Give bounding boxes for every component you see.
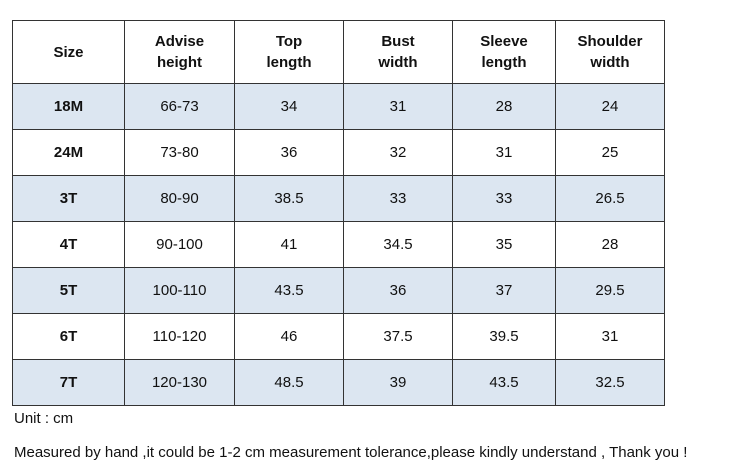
header-row: Size Advise height Top length Bust width Sleeve… xyxy=(12,20,665,84)
value-cell: 66-73 xyxy=(124,83,235,130)
value-cell: 33 xyxy=(452,175,556,222)
header-text: width xyxy=(378,54,418,71)
table-row: 24M 73-80 36 32 31 25 xyxy=(12,129,665,176)
value-cell: 24 xyxy=(555,83,665,130)
header-text: Top xyxy=(275,33,303,50)
size-cell: 6T xyxy=(12,313,125,360)
value-cell: 37 xyxy=(452,267,556,314)
header-text: height xyxy=(157,54,202,71)
value-cell: 36 xyxy=(343,267,453,314)
header-text: width xyxy=(590,54,630,71)
value-cell: 48.5 xyxy=(234,359,344,406)
value-cell: 34.5 xyxy=(343,221,453,268)
value-cell: 31 xyxy=(555,313,665,360)
value-cell: 33 xyxy=(343,175,453,222)
value-cell: 41 xyxy=(234,221,344,268)
value-cell: 28 xyxy=(555,221,665,268)
header-cell: Sleeve length xyxy=(452,20,556,84)
value-cell: 31 xyxy=(343,83,453,130)
unit-note: Unit : cm xyxy=(14,410,74,427)
value-cell: 73-80 xyxy=(124,129,235,176)
header-cell: Top length xyxy=(234,20,344,84)
value-cell: 120-130 xyxy=(124,359,235,406)
value-cell: 34 xyxy=(234,83,344,130)
value-cell: 80-90 xyxy=(124,175,235,222)
value-cell: 31 xyxy=(452,129,556,176)
header-text: Size xyxy=(53,43,84,61)
size-cell: 5T xyxy=(12,267,125,314)
value-cell: 32.5 xyxy=(555,359,665,406)
size-cell: 7T xyxy=(12,359,125,406)
header-text: Advise xyxy=(154,33,205,50)
value-cell: 36 xyxy=(234,129,344,176)
table-row: 3T 80-90 38.5 33 33 26.5 xyxy=(12,175,665,222)
header-text: Sleeve xyxy=(480,33,528,50)
size-table: Size Advise height Top length Bust width Sleeve… xyxy=(12,20,665,406)
size-cell: 3T xyxy=(12,175,125,222)
value-cell: 100-110 xyxy=(124,267,235,314)
table-row: 5T 100-110 43.5 36 37 29.5 xyxy=(12,267,665,314)
value-cell: 46 xyxy=(234,313,344,360)
value-cell: 35 xyxy=(452,221,556,268)
table-row: 7T 120-130 48.5 39 43.5 32.5 xyxy=(12,359,665,406)
size-cell: 18M xyxy=(12,83,125,130)
value-cell: 28 xyxy=(452,83,556,130)
table-row: 4T 90-100 41 34.5 35 28 xyxy=(12,221,665,268)
header-text: Shoulder xyxy=(577,33,643,50)
value-cell: 25 xyxy=(555,129,665,176)
header-cell: Size xyxy=(12,20,125,84)
table-row: 6T 110-120 46 37.5 39.5 31 xyxy=(12,313,665,360)
value-cell: 37.5 xyxy=(343,313,453,360)
header-text: length xyxy=(266,54,312,71)
value-cell: 29.5 xyxy=(555,267,665,314)
value-cell: 43.5 xyxy=(452,359,556,406)
value-cell: 90-100 xyxy=(124,221,235,268)
header-cell: Advise height xyxy=(124,20,235,84)
value-cell: 110-120 xyxy=(124,313,235,360)
value-cell: 39 xyxy=(343,359,453,406)
value-cell: 43.5 xyxy=(234,267,344,314)
value-cell: 38.5 xyxy=(234,175,344,222)
table-row: 18M 66-73 34 31 28 24 xyxy=(12,83,665,130)
header-text: length xyxy=(481,54,527,71)
value-cell: 39.5 xyxy=(452,313,556,360)
value-cell: 32 xyxy=(343,129,453,176)
header-cell: Shoulder width xyxy=(555,20,665,84)
header-cell: Bust width xyxy=(343,20,453,84)
size-cell: 4T xyxy=(12,221,125,268)
value-cell: 26.5 xyxy=(555,175,665,222)
disclaimer: Measured by hand ,it could be 1-2 cm mea… xyxy=(14,444,688,461)
header-text: Bust xyxy=(381,33,415,50)
size-cell: 24M xyxy=(12,129,125,176)
